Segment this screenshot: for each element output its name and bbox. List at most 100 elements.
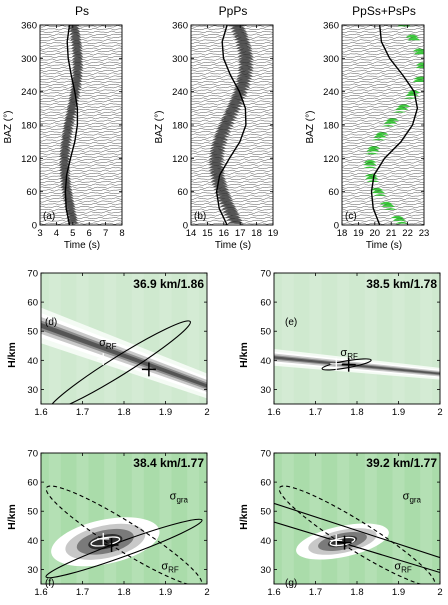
moveout-curve-b (215, 25, 247, 225)
phase-lobe-a (66, 103, 79, 107)
phase-lobe-c (395, 221, 409, 224)
axis-e-ytick-label: 70 (260, 269, 271, 280)
axis-g-xtick-label: 1.7 (309, 587, 322, 598)
trace-a (40, 172, 122, 175)
trace-b (191, 41, 273, 45)
trace-c (342, 208, 424, 211)
phase-lobe-b (236, 45, 253, 49)
trace-c (342, 180, 424, 184)
trace-a (40, 30, 122, 34)
axis-f-ytick-label: 30 (27, 565, 38, 576)
plot-area-c (342, 25, 424, 225)
trace-a (40, 200, 122, 203)
trace-a (40, 222, 122, 225)
axis-d-xtick-label: 1.6 (34, 407, 47, 418)
trace-a (40, 155, 122, 159)
phase-lobe-a (58, 161, 71, 166)
axis-d-xtick-label: 1.8 (117, 407, 130, 418)
ylabel-c: BAZ (°) (305, 111, 316, 144)
phase-lobe-a (59, 153, 71, 157)
trace-a (40, 105, 122, 109)
trace-b (191, 39, 273, 42)
trace-b (191, 214, 273, 217)
axis-a-xtick-label: 5 (70, 228, 75, 239)
trace-b (191, 30, 273, 34)
phase-lobe-b (235, 78, 252, 82)
trace-b (191, 180, 273, 184)
panel-g: 1.6 1.7 1.8 1.9 2 30 40 50 60 70 σRF σgra H/km 39.2… (238, 449, 443, 599)
hk-texture-e (281, 273, 294, 404)
phase-lobe-a (61, 134, 73, 138)
sigma-rf-label-d: σRF (99, 337, 117, 351)
title-a: Ps (75, 4, 89, 18)
axis-g-xtick-label: 2 (437, 587, 442, 598)
phase-lobe-c (413, 76, 424, 80)
axis-b-xtick-label: 14 (186, 228, 197, 239)
trace-b (191, 80, 273, 84)
trace-c (342, 75, 424, 78)
axis-c-ytick-label: 180 (323, 121, 339, 132)
plot-bg-b (191, 25, 273, 225)
annotation-f: 38.4 km/1.77 (133, 456, 204, 470)
trace-a (40, 122, 122, 125)
phase-lobe-a (61, 128, 74, 132)
trace-c (342, 53, 424, 56)
trace-c (342, 100, 424, 103)
trace-a (40, 175, 122, 178)
phase-lobe-a (59, 148, 71, 152)
axis-d-xtick-label: 2 (204, 407, 209, 418)
phase-lobe-c (383, 207, 397, 210)
trace-c (342, 200, 424, 203)
trace-a (40, 133, 122, 136)
phase-lobe-b (209, 175, 227, 180)
axis-g-ytick-label: 30 (260, 565, 271, 576)
axis-c-xtick-label: 19 (353, 228, 364, 239)
trace-b (191, 53, 273, 56)
trace-a (40, 186, 122, 189)
hk-texture-f (187, 453, 200, 584)
axis-b-xtick-label: 19 (268, 228, 279, 239)
trace-a (40, 180, 122, 184)
phase-lobe-b (236, 73, 253, 77)
trace-a (40, 183, 122, 186)
trace-c (342, 169, 424, 172)
trace-a (40, 150, 122, 153)
axis-f-xtick-label: 1.8 (117, 587, 130, 598)
axis-f-ytick-label: 50 (27, 507, 38, 518)
trace-c (342, 41, 424, 45)
trace-b (191, 125, 273, 128)
label-a: (a) (43, 211, 55, 222)
trace-a (40, 41, 122, 45)
trace-b (191, 158, 273, 161)
phase-lobe-b (209, 173, 226, 177)
trace-b (191, 116, 273, 120)
trace-b (191, 66, 273, 70)
trace-a (40, 205, 122, 209)
axis-d-ytick-label: 60 (27, 298, 38, 309)
axis-f-ytick-label: 60 (27, 478, 38, 489)
axis-c-ytick-label: 60 (328, 187, 339, 198)
axis-c-ytick-label: 240 (323, 87, 339, 98)
phase-lobe-b (235, 42, 252, 46)
axis-g-ytick-label: 60 (260, 478, 271, 489)
hk-texture-e (337, 273, 350, 404)
trace-b (191, 197, 273, 200)
phase-lobe-c (370, 187, 384, 191)
axis-a-xtick-label: 7 (103, 228, 108, 239)
trace-a (40, 166, 122, 170)
axis-c-ytick-label: 0 (334, 221, 339, 232)
trace-b (191, 58, 273, 61)
axis-e-ytick-label: 60 (260, 298, 271, 309)
trace-b (191, 194, 273, 197)
title-c: PpSs+PsPs (352, 4, 416, 18)
plot-area-d (41, 273, 207, 404)
axis-a-ytick-label: 60 (26, 187, 37, 198)
axis-b-ytick-label: 240 (172, 87, 188, 98)
label-g: (g) (285, 578, 297, 589)
trace-a (40, 189, 122, 192)
sigma-rf-contour-e (321, 358, 372, 371)
trace-a (40, 178, 122, 181)
trace-a (40, 203, 122, 206)
trace-a (40, 61, 122, 64)
trace-a (40, 28, 122, 31)
